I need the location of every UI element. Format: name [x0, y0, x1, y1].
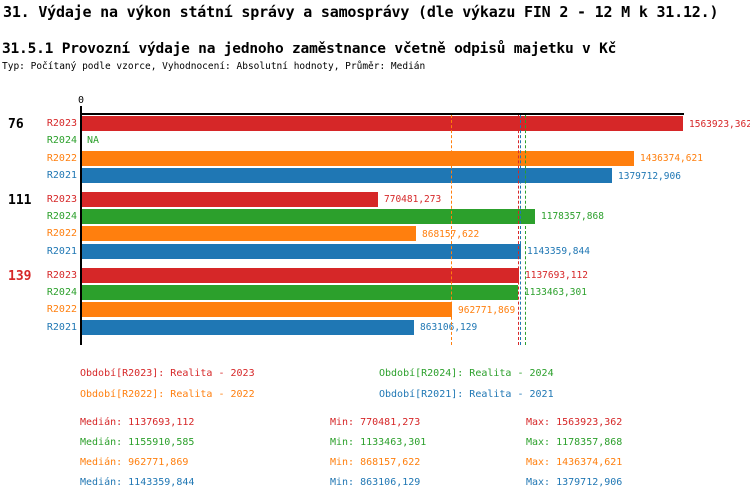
median-line-r2023: [518, 115, 519, 345]
stat-median-r2023: Medián: 1137693,112: [80, 417, 195, 428]
bar-value-label: 863106,129: [420, 322, 478, 334]
stat-median-r2021: Medián: 1143359,844: [80, 477, 195, 488]
bar-value-label: 962771,869: [458, 304, 516, 316]
bar-series-label: R2022: [46, 152, 77, 164]
stat-median-r2024: Medián: 1155910,585: [80, 437, 195, 448]
x-axis-top-line: [80, 113, 684, 115]
value-bar: [82, 226, 416, 242]
median-line-r2024: [525, 115, 526, 345]
bar-value-label: 1133463,301: [524, 287, 587, 299]
indicator-meta-line: Typ: Počítaný podle vzorce, Vyhodnocení:…: [2, 61, 426, 72]
stat-max-r2022: Max: 1436374,621: [526, 457, 623, 468]
bar-value-label: 1137693,112: [525, 270, 588, 281]
value-bar: [82, 150, 634, 166]
bar-value-label: 1178357,868: [541, 211, 604, 223]
value-bar: [82, 267, 519, 283]
bar-value-label: 770481,273: [384, 194, 442, 205]
legend-item-r2024: Období[R2024]: Realita - 2024: [379, 368, 554, 379]
stat-min-r2023: Min: 770481,273: [330, 417, 421, 428]
stat-min-r2024: Min: 1133463,301: [330, 437, 427, 448]
stat-median-r2022: Medián: 962771,869: [80, 457, 189, 468]
value-bar: [82, 319, 414, 335]
bar-series-label: R2022: [46, 304, 77, 316]
value-bar: [82, 208, 535, 224]
bar-value-label: 1379712,906: [618, 170, 681, 182]
bar-value-label: 1436374,621: [640, 153, 703, 165]
stat-min-r2021: Min: 863106,129: [330, 477, 421, 488]
bar-series-label: R2023: [46, 118, 77, 129]
bar-series-label: R2024: [46, 286, 77, 298]
bar-value-label: 868157,622: [422, 228, 480, 240]
stat-min-r2022: Min: 868157,622: [330, 457, 421, 468]
value-bar: [82, 168, 612, 184]
legend-item-r2023: Období[R2023]: Realita - 2023: [80, 368, 255, 379]
bar-series-label: R2024: [46, 210, 77, 222]
value-bar: [82, 302, 452, 318]
bar-series-label: R2021: [46, 321, 77, 333]
value-bar: [82, 191, 378, 207]
value-bar: [82, 116, 683, 131]
median-line-r2021: [520, 115, 521, 345]
bar-series-label: R2022: [46, 228, 77, 240]
group-size-label: 76: [8, 117, 24, 132]
x-axis-zero-tick-label: 0: [77, 95, 85, 106]
bar-series-label: R2023: [46, 269, 77, 281]
legend-item-r2022: Období[R2022]: Realita - 2022: [80, 389, 255, 400]
group-size-label: 139: [8, 268, 32, 284]
median-line-r2022: [451, 115, 452, 345]
value-bar: [82, 284, 518, 300]
legend-item-r2021: Období[R2021]: Realita - 2021: [379, 389, 554, 400]
stat-max-r2021: Max: 1379712,906: [526, 477, 623, 488]
stat-max-r2023: Max: 1563923,362: [526, 417, 623, 428]
group-size-label: 111: [8, 192, 32, 208]
report-title: 31. Výdaje na výkon státní správy a samo…: [3, 3, 719, 21]
bar-series-label: R2024: [46, 135, 77, 147]
bar-na-label: NA: [87, 135, 100, 147]
bar-series-label: R2021: [46, 245, 77, 257]
indicator-title: 31.5.1 Provozní výdaje na jednoho zaměst…: [2, 41, 617, 57]
bar-series-label: R2023: [46, 193, 77, 205]
bar-series-label: R2021: [46, 170, 77, 182]
bar-value-label: 1563923,362: [689, 118, 750, 130]
stat-max-r2024: Max: 1178357,868: [526, 437, 623, 448]
y-axis-line: [80, 106, 82, 345]
value-bar: [82, 243, 521, 259]
bar-value-label: 1143359,844: [527, 246, 590, 258]
